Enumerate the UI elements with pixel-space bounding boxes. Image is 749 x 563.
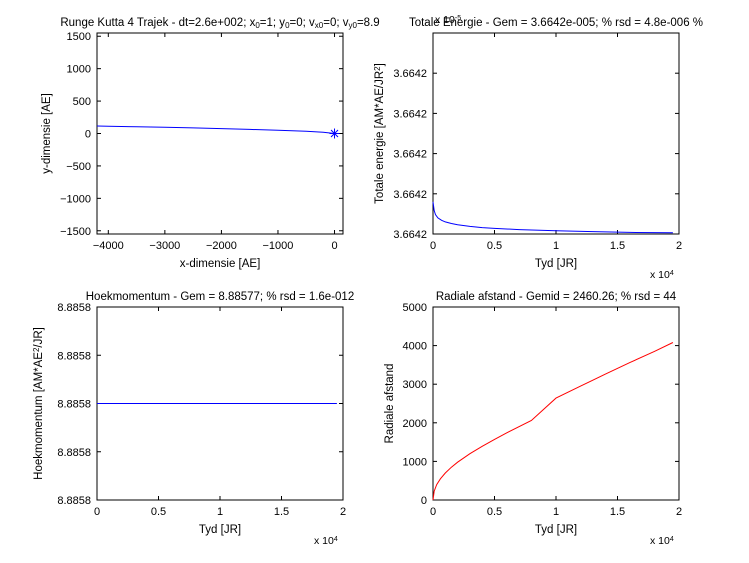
chart-title-part: =1; y: [260, 17, 286, 29]
chart-angular-momentum: 0 0.5 1 1.5 28.88588.88588.88588.88588.8858H…: [32, 291, 354, 547]
series-line: [432, 342, 674, 501]
y-tick-label: 8.8858: [57, 399, 91, 411]
x-tick-label: −4000: [93, 240, 124, 252]
chart-title: Totale Energie - Gem = 3.6642e-005; % rs…: [409, 17, 703, 29]
x-exponent-base: x 10: [650, 269, 670, 281]
x-tick-label: 0.5: [487, 506, 502, 518]
x-tick-label: 0.5: [151, 506, 166, 518]
y-tick-label: 3.6642: [393, 229, 427, 241]
x-exponent-label: x 104: [314, 535, 338, 547]
y-tick-label: 0: [421, 495, 427, 507]
x-tick-label: 0: [94, 506, 100, 518]
plot-area: [432, 306, 680, 501]
chart-trajectory: −4000 −3000 −2000 −1000 0 −1500 −1000 −500 0 500 1…: [41, 17, 380, 270]
y-tick-label: 3.6642: [393, 149, 427, 161]
y-tick-label: 3000: [403, 379, 427, 391]
y-tick-label: 8.8858: [57, 447, 91, 459]
chart-title: Runge Kutta 4 Trajek - dt=2.6e+002; x0=1…: [60, 17, 379, 30]
y-axis-label-part: /JR]: [33, 327, 45, 347]
chart-title-part: y0: [349, 21, 358, 30]
x-axis-label: Tyd [JR]: [535, 524, 577, 536]
start-marker: [329, 128, 340, 139]
chart-radial-distance: 0 0.5 1 1.5 2 0 1000 2000 3000 4000 5000 Radiale af…: [384, 291, 682, 547]
x-exponent-base: x 10: [314, 535, 334, 547]
x-tick-label: −3000: [149, 240, 180, 252]
x-exponent-label: x 104: [650, 535, 674, 547]
chart-title-part: Radiale afstand - Gemid = 2460.26; % rsd…: [436, 291, 677, 303]
chart-title: Radiale afstand - Gemid = 2460.26; % rsd…: [436, 291, 677, 303]
start-marker-stroke: [330, 129, 339, 138]
chart-title-part: =0; v: [323, 17, 349, 29]
y-tick-label: 3.6642: [393, 108, 427, 120]
x-tick-label: 2: [340, 506, 346, 518]
chart-title-part: =8.9: [357, 17, 380, 29]
y-tick-label: 1000: [403, 456, 427, 468]
series-line: [432, 201, 673, 234]
x-axis-label: Tyd [JR]: [535, 258, 577, 270]
y-tick-label: 3.6642: [393, 68, 427, 80]
x-tick-label: 1.5: [610, 240, 625, 252]
y-tick-label: 5000: [403, 302, 427, 314]
chart-title-part: Runge Kutta 4 Trajek - dt=2.6e+002; x: [60, 17, 255, 29]
x-tick-label: 0.5: [487, 240, 502, 252]
y-exponent-power: -5: [455, 15, 461, 22]
y-axis-label-part: Hoekmomentum [AM*AE: [33, 352, 45, 480]
x-tick-label: 1: [217, 506, 223, 518]
x-exponent-power: 4: [670, 270, 674, 277]
chart-energy: 0 0.5 1 1.5 2 3.6642 3.6642 3.6642 3.6642 3.6642 T…: [373, 14, 703, 281]
x-tick-label: 1.5: [610, 506, 625, 518]
x-tick-label: 1.5: [274, 506, 289, 518]
y-tick-label: 8.8858: [57, 302, 91, 314]
y-tick-label: 3.6642: [393, 189, 427, 201]
series-line: [96, 125, 335, 134]
chart-title-part: =0; v: [290, 17, 316, 29]
x-tick-label: −1000: [263, 240, 294, 252]
chart-title: Hoekmomentum - Gem = 8.88577; % rsd = 1.…: [86, 291, 354, 303]
y-tick-label: 0: [85, 129, 91, 141]
x-tick-label: 1: [553, 506, 559, 518]
x-tick-label: 0: [430, 240, 436, 252]
y-tick-label: −1000: [60, 193, 91, 205]
x-tick-label: 0: [331, 240, 337, 252]
y-axis-label-part: 2: [373, 66, 382, 71]
x-tick-label: 2: [676, 240, 682, 252]
y-axis-label-part: 2: [32, 347, 41, 352]
x-axis-label: Tyd [JR]: [199, 524, 241, 536]
y-tick-label: −1500: [60, 226, 91, 238]
chart-title-part: Hoekmomentum - Gem = 8.88577; % rsd = 1.…: [86, 291, 354, 303]
y-tick-label: 1000: [67, 64, 91, 76]
x-exponent-label: x 104: [650, 269, 674, 281]
x-exponent-power: 4: [334, 536, 338, 543]
y-tick-label: 1500: [67, 31, 91, 43]
plot-area: [96, 32, 344, 235]
y-tick-label: 2000: [403, 418, 427, 430]
x-tick-label: 2: [676, 506, 682, 518]
y-axis-label: y-dimensie [AE]: [41, 93, 53, 174]
y-axis-label: Totale energie [AM*AE/JR2]: [373, 63, 386, 204]
chart-title-part: x0: [315, 21, 324, 30]
y-exponent-label: x 10-5: [435, 14, 461, 26]
chart-title-part: 0: [285, 21, 290, 30]
chart-title-part: 0: [255, 21, 260, 30]
y-axis-label: Hoekmomentum [AM*AE2/JR]: [32, 327, 45, 480]
y-axis-label: Radiale afstand: [384, 364, 396, 444]
x-exponent-power: 4: [670, 536, 674, 543]
y-axis-label-part: Totale energie [AM*AE/JR: [374, 71, 386, 204]
y-exponent-base: x 10: [435, 14, 455, 26]
x-tick-label: 1: [553, 240, 559, 252]
x-tick-label: 0: [430, 506, 436, 518]
plot-area: [432, 32, 680, 235]
y-axis-label-part: ]: [374, 63, 386, 66]
y-tick-label: 4000: [403, 341, 427, 353]
y-tick-label: −500: [66, 161, 91, 173]
x-axis-label: x-dimensie [AE]: [180, 258, 261, 270]
x-exponent-base: x 10: [650, 535, 670, 547]
chart-title-part: Totale Energie - Gem = 3.6642e-005; % rs…: [409, 17, 703, 29]
x-tick-label: −2000: [206, 240, 237, 252]
y-tick-label: 8.8858: [57, 495, 91, 507]
y-tick-label: 500: [73, 96, 91, 108]
y-tick-label: 8.8858: [57, 350, 91, 362]
